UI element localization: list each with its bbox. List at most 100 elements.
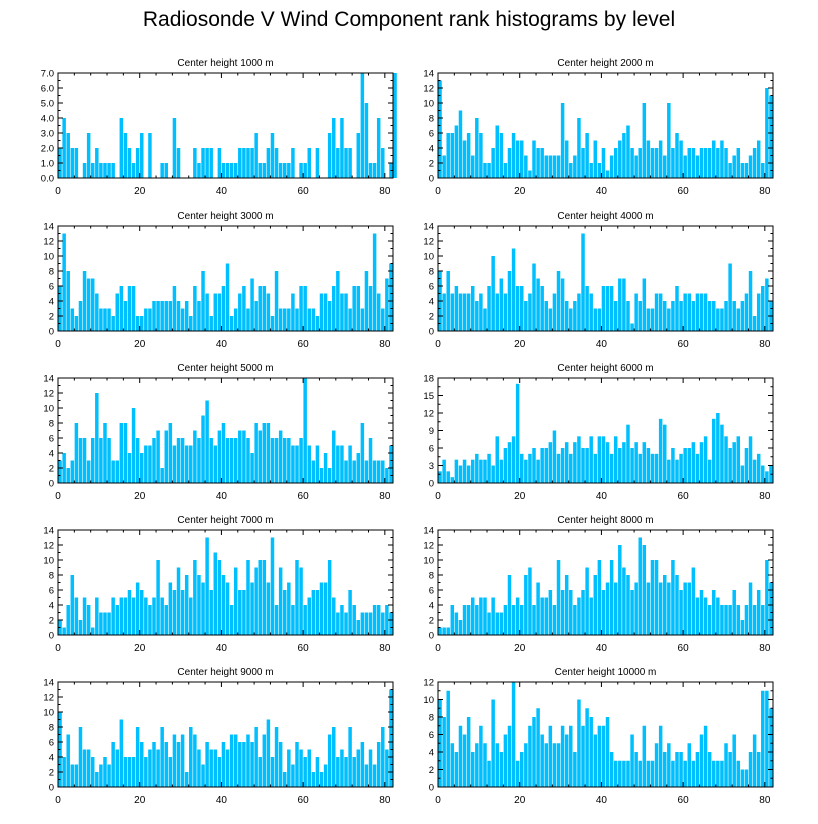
histogram-bar xyxy=(225,438,230,483)
histogram-bar xyxy=(254,567,258,635)
histogram-bar xyxy=(201,582,205,635)
y-tick-label: 18 xyxy=(423,374,434,385)
histogram-bar xyxy=(229,316,234,331)
histogram-bar xyxy=(597,163,602,178)
histogram-bar xyxy=(724,148,728,178)
histogram-bar xyxy=(278,163,283,178)
histogram-bar xyxy=(536,459,540,483)
histogram-bar xyxy=(495,436,499,483)
histogram-bar xyxy=(315,316,320,331)
histogram-bar xyxy=(622,760,626,787)
histogram-bar xyxy=(683,760,687,787)
y-tick-label: 12 xyxy=(423,541,434,552)
histogram-bar xyxy=(364,460,369,483)
histogram-bar xyxy=(499,612,504,635)
y-tick-label: 4 xyxy=(429,297,434,308)
histogram-bar xyxy=(748,752,753,787)
x-tick-label: 80 xyxy=(379,795,391,806)
histogram-bar xyxy=(193,430,197,483)
histogram-bar xyxy=(654,453,659,483)
histogram-bar xyxy=(442,459,446,483)
histogram-bar xyxy=(274,148,279,178)
histogram-bar xyxy=(332,597,336,635)
histogram-bar xyxy=(229,163,234,178)
histogram-bar xyxy=(667,582,671,635)
histogram-bar xyxy=(744,769,749,787)
histogram-bar xyxy=(520,453,524,483)
histogram-bar xyxy=(573,605,577,635)
histogram-bar xyxy=(352,605,356,635)
y-tick-label: 14 xyxy=(423,526,434,537)
x-tick-label: 20 xyxy=(134,795,146,806)
histogram-bar xyxy=(728,163,732,178)
histogram-bar xyxy=(323,764,328,787)
histogram-bar xyxy=(683,582,687,635)
histogram-bar xyxy=(552,293,557,331)
histogram-bar xyxy=(327,468,332,483)
histogram-bar xyxy=(728,752,732,787)
histogram-bar xyxy=(740,620,745,635)
histogram-bar xyxy=(699,148,704,178)
histogram-bar xyxy=(556,560,561,635)
histogram-bar xyxy=(442,627,446,635)
histogram-bar xyxy=(344,293,348,331)
histogram-bar xyxy=(756,140,761,178)
histogram-bar xyxy=(458,620,463,635)
y-tick-label: 3.0 xyxy=(41,129,54,140)
histogram-bar xyxy=(556,155,561,178)
histogram-bar xyxy=(573,301,577,331)
histogram-bar xyxy=(769,582,773,635)
histogram-bar xyxy=(495,293,499,331)
histogram-bar xyxy=(348,590,352,635)
histogram-bar xyxy=(507,575,512,635)
histogram-bar xyxy=(532,448,536,483)
histogram-bar xyxy=(458,465,463,483)
histogram-bar xyxy=(663,155,667,178)
histogram-bar xyxy=(703,148,708,178)
histogram-bar xyxy=(385,605,389,635)
histogram-bar xyxy=(299,286,303,331)
histogram-bar xyxy=(667,459,671,483)
histogram-bar xyxy=(291,148,295,178)
x-tick-label: 0 xyxy=(55,339,61,350)
histogram-bar xyxy=(744,163,749,178)
histogram-bar xyxy=(650,560,655,635)
histogram-bar xyxy=(156,301,160,331)
histogram-bar xyxy=(152,301,156,331)
histogram-bar xyxy=(756,453,761,483)
histogram-bar xyxy=(258,560,262,635)
histogram-bar xyxy=(95,148,99,178)
histogram-bar xyxy=(695,155,700,178)
histogram-bar xyxy=(540,597,544,635)
x-tick-label: 80 xyxy=(379,186,391,197)
histogram-bar xyxy=(671,560,675,635)
histogram-bar xyxy=(164,742,169,787)
histogram-bar xyxy=(184,575,189,635)
histogram-bar xyxy=(74,316,79,331)
histogram-bar xyxy=(446,627,450,635)
histogram-bar xyxy=(115,605,119,635)
histogram-bar xyxy=(638,453,642,483)
histogram-bar xyxy=(184,445,189,483)
histogram-bar xyxy=(246,308,250,331)
histogram-bar xyxy=(152,438,156,483)
histogram-bar xyxy=(756,752,761,787)
histogram-bar xyxy=(140,742,144,787)
histogram-bar xyxy=(233,308,238,331)
histogram-bar xyxy=(654,293,659,331)
histogram-bar xyxy=(315,445,320,483)
histogram-bar xyxy=(103,612,107,635)
histogram-bar xyxy=(515,597,520,635)
histogram-bar xyxy=(278,430,283,483)
histogram-bar xyxy=(291,293,295,331)
x-tick-label: 0 xyxy=(435,186,441,197)
histogram-bar xyxy=(691,567,696,635)
histogram-bar xyxy=(511,133,516,178)
histogram-bar xyxy=(344,757,348,787)
histogram-bar xyxy=(103,757,107,787)
histogram-bar xyxy=(291,445,295,483)
histogram-bar xyxy=(197,749,201,787)
histogram-bar xyxy=(573,155,577,178)
histogram-bar xyxy=(499,278,504,331)
histogram-bar xyxy=(74,597,79,635)
